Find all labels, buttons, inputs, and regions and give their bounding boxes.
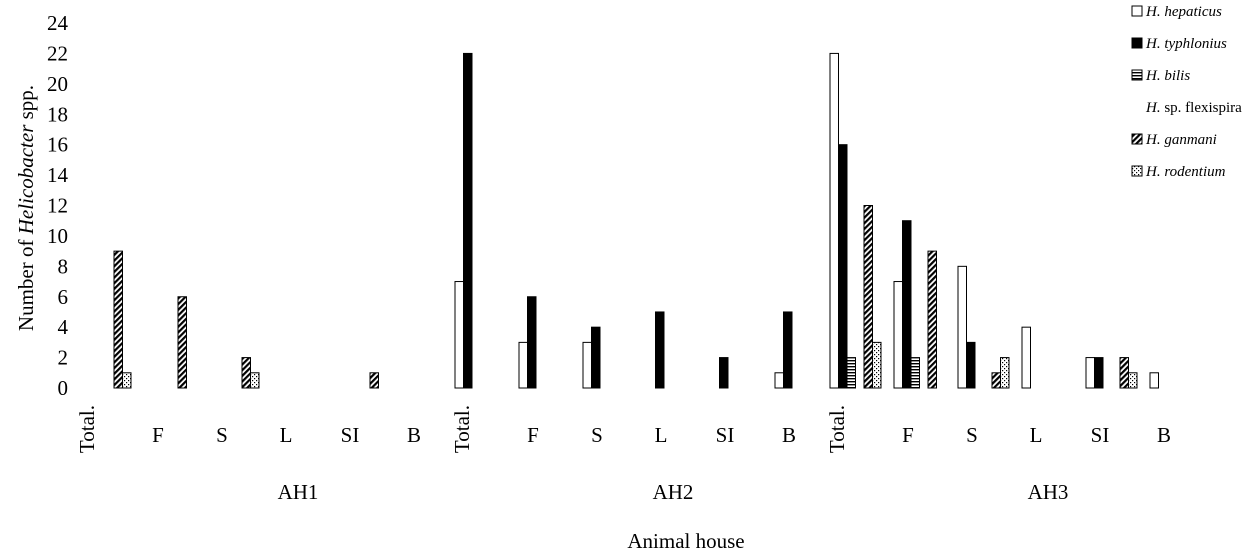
x-category-label: S [966,423,978,447]
y-tick-label: 22 [47,41,68,65]
bar-rodentium-AH1-Total. [122,372,132,389]
bar-hepaticus-AH2-S [582,341,592,389]
y-tick-label: 16 [47,133,68,157]
y-tick-label: 12 [47,194,68,218]
legend-label: H. typhlonius [1145,36,1227,52]
bar-rodentium-AH3-S [1000,357,1010,389]
x-category-label: S [591,423,603,447]
bar-hepaticus-AH3-S [957,265,967,389]
bar-ganmani-AH3-F [927,250,937,389]
bar-rodentium-AH3-Total. [872,341,882,389]
bar-bilis-AH3-F [910,357,920,389]
x-category-label: F [902,423,914,447]
bar-typhlonius-AH3-Total. [838,144,848,389]
x-group-label: AH2 [653,480,694,504]
bar-ganmani-AH1-S [241,357,251,389]
bar-hepaticus-AH3-F [893,281,903,389]
bar-typhlonius-AH3-S [966,341,976,389]
y-axis-title: Number of Helicobacter spp. [14,85,38,331]
bars [113,52,1159,389]
legend-label: H. rodentium [1145,164,1226,180]
bar-bilis-AH3-Total. [846,357,856,389]
bar-typhlonius-AH2-Total. [463,52,473,389]
bar-ganmani-AH3-Total. [863,205,873,389]
x-category-label: SI [716,423,735,447]
y-tick-label: 18 [47,102,68,126]
x-category-label: Total. [450,405,474,453]
bar-typhlonius-AH2-F [527,296,537,389]
legend-label: H. hepaticus [1145,4,1222,20]
y-tick-label: 2 [58,346,69,370]
bar-hepaticus-AH3-L [1021,326,1031,389]
x-axis-title: Animal house [627,529,744,552]
x-group-label: AH1 [278,480,319,504]
y-axis-title-part-3: spp. [14,85,38,125]
bar-typhlonius-AH3-SI [1094,357,1104,389]
x-category-label: F [527,423,539,447]
y-tick-label: 4 [58,315,69,339]
x-category-label: B [407,423,421,447]
bar-ganmani-AH3-S [991,372,1001,389]
y-tick-label: 8 [58,254,69,278]
bar-rodentium-AH3-SI [1128,372,1138,389]
bar-rodentium-AH1-S [250,372,260,389]
x-category-label: Total. [75,405,99,453]
y-axis-title-part-2: Helicobacter [14,124,38,235]
y-tick-label: 14 [47,163,69,187]
x-group-label: AH3 [1028,480,1069,504]
bar-hepaticus-AH2-Total. [454,281,464,389]
y-axis-title-part-1: Number of [14,234,38,331]
bar-ganmani-AH3-SI [1119,357,1129,389]
legend-label: H. bilis [1145,68,1190,84]
legend-swatch [1131,165,1143,177]
bar-typhlonius-AH2-S [591,326,601,389]
y-tick-label: 6 [58,285,69,309]
bar-typhlonius-AH2-L [655,311,665,389]
bar-typhlonius-AH2-SI [719,357,729,389]
x-category-label: L [1030,423,1043,447]
bar-ganmani-AH1-Total. [113,250,123,389]
x-category-label: B [782,423,796,447]
x-axis-category-labels: Total. F S L SI B Total. F S L SI B Total. F S L SI B [75,405,1171,453]
x-category-label: B [1157,423,1171,447]
y-tick-label: 20 [47,72,68,96]
x-category-label: L [655,423,668,447]
y-tick-label: 10 [47,224,68,248]
bar-hepaticus-AH3-B [1149,372,1159,389]
x-category-label: S [216,423,228,447]
x-category-label: F [152,423,164,447]
x-category-label: SI [341,423,360,447]
bar-ganmani-AH1-F [177,296,187,389]
bar-hepaticus-AH3-SI [1085,357,1095,389]
legend-label: H. ganmani [1145,132,1217,148]
bar-ganmani-AH1-SI [369,372,379,389]
x-category-label: L [280,423,293,447]
y-tick-label: 0 [58,376,69,400]
legend-swatch [1131,69,1143,81]
legend-swatch [1131,37,1143,49]
legend-swatch [1131,5,1143,17]
legend-label: H. sp. flexispira [1145,100,1242,116]
x-axis-group-labels: AH1 AH2 AH3 [278,480,1069,504]
bar-hepaticus-AH2-B [774,372,784,389]
x-category-label: SI [1091,423,1110,447]
bar-typhlonius-AH2-B [783,311,793,389]
y-tick-label: 24 [47,11,69,35]
legend-swatch [1131,133,1143,145]
x-category-label: Total. [825,405,849,453]
bar-typhlonius-AH3-F [902,220,912,389]
bar-hepaticus-AH3-Total. [829,52,839,389]
legend: H. hepaticus H. typhlonius H. bilis H. sp. … [1131,4,1242,180]
bar-hepaticus-AH2-F [518,341,528,389]
